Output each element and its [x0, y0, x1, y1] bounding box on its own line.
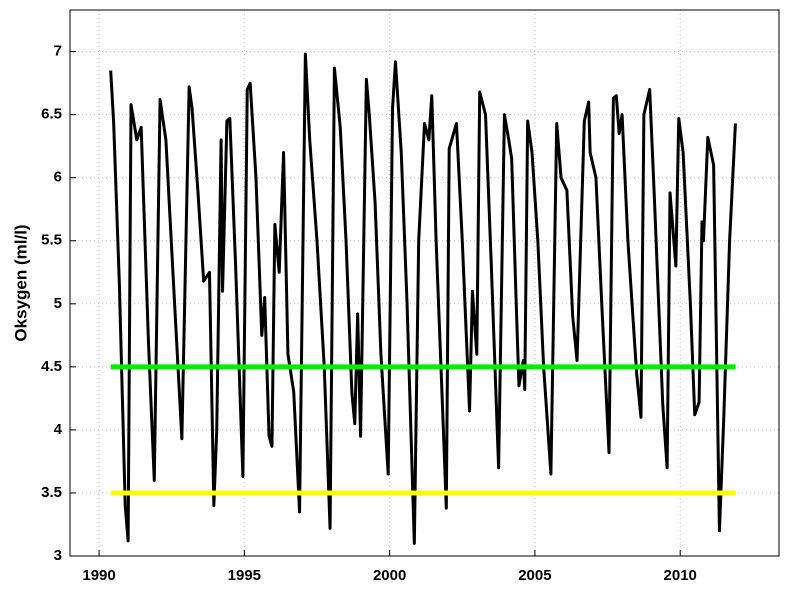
- y-tick-label: 4.5: [41, 358, 62, 375]
- y-axis-label: Oksygen (ml/l): [11, 224, 30, 341]
- x-tick-label: 2005: [518, 567, 551, 584]
- y-tick-label: 4: [54, 421, 63, 438]
- x-tick-label: 2000: [373, 567, 406, 584]
- series-line: [109, 52, 737, 545]
- x-tick-label: 1990: [82, 567, 115, 584]
- y-tick-label: 7: [54, 43, 62, 60]
- y-tick-label: 3: [54, 547, 62, 564]
- x-tick-label: 1995: [228, 567, 261, 584]
- y-tick-label: 3.5: [41, 484, 62, 501]
- y-tick-label: 5: [54, 295, 62, 312]
- y-tick-label: 6.5: [41, 106, 62, 123]
- plot-frame: [69, 9, 780, 557]
- x-tick-label: 2010: [664, 567, 697, 584]
- y-tick-label: 6: [54, 169, 62, 186]
- y-tick-label: 5.5: [41, 232, 62, 249]
